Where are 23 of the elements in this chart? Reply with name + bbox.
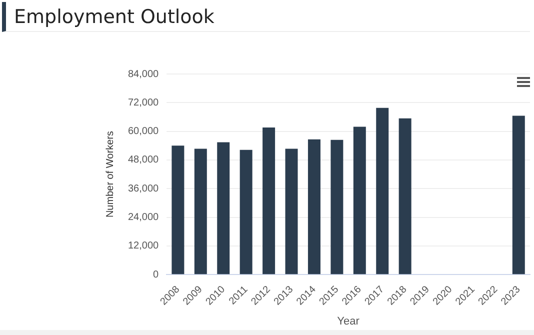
bar xyxy=(194,148,207,274)
bar xyxy=(512,116,525,274)
x-axis-title: Year xyxy=(337,315,360,328)
y-tick-label: 84,000 xyxy=(128,68,160,80)
bar xyxy=(398,118,412,274)
bar xyxy=(217,142,230,274)
y-tick-label: 36,000 xyxy=(128,183,160,194)
chart-title: Employment Outlook xyxy=(2,2,530,32)
y-tick-label: 12,000 xyxy=(128,240,160,252)
bar xyxy=(376,108,389,274)
bar xyxy=(330,140,344,274)
y-tick-label: 48,000 xyxy=(128,154,160,166)
bar xyxy=(308,139,320,274)
bar xyxy=(240,150,252,274)
y-tick-label: 60,000 xyxy=(128,126,160,138)
y-axis-title: Number of Workers xyxy=(104,131,116,218)
bar xyxy=(172,146,184,274)
bar xyxy=(353,126,366,274)
y-tick-label: 72,000 xyxy=(128,97,160,108)
y-tick-label: 0 xyxy=(153,269,160,280)
y-tick-label: 24,000 xyxy=(128,212,160,224)
bar xyxy=(262,127,276,274)
bar xyxy=(285,148,298,274)
